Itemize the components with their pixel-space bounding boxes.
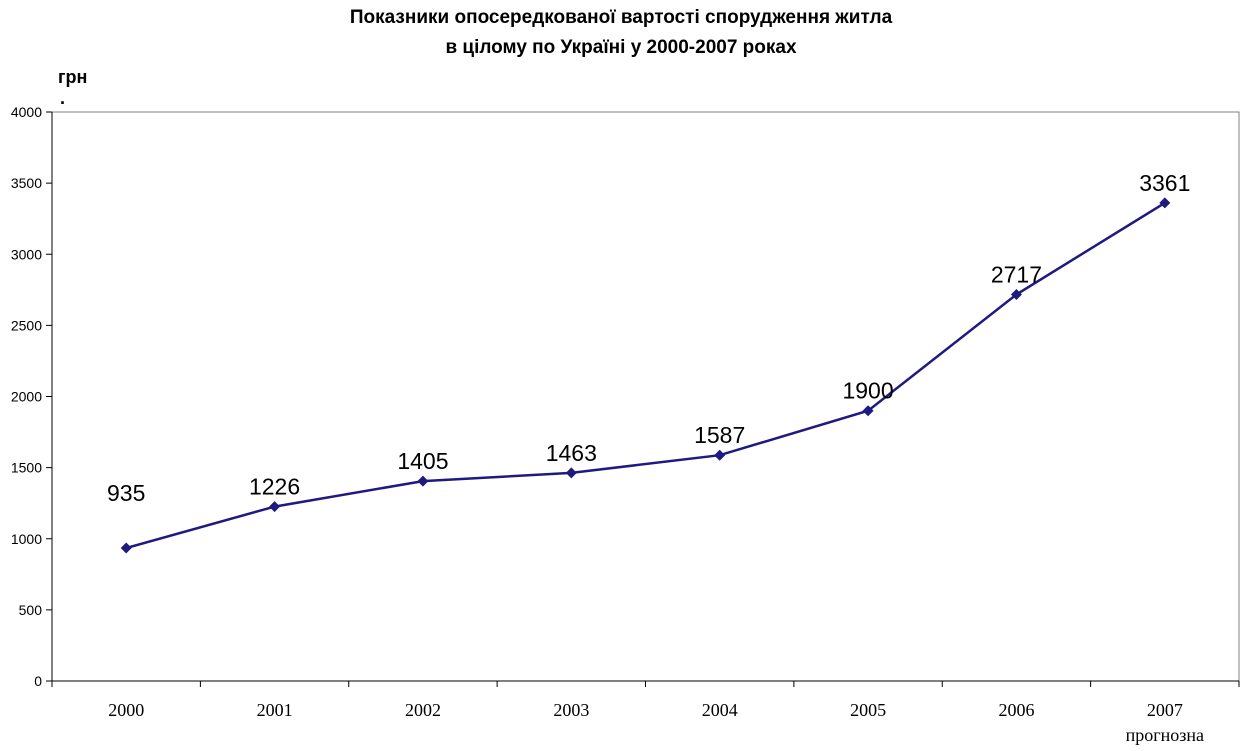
x-tick-label: 2005 xyxy=(850,700,886,720)
y-tick-label: 500 xyxy=(19,602,43,618)
x-tick-label: 2006 xyxy=(998,700,1034,720)
y-tick-label: 1000 xyxy=(11,531,42,547)
data-label: 1463 xyxy=(546,440,597,466)
plot-area xyxy=(51,111,1240,682)
data-point xyxy=(269,501,281,513)
y-tick-label: 2000 xyxy=(11,389,42,405)
data-label: 1405 xyxy=(397,448,448,474)
x-tick-label: 2003 xyxy=(553,700,589,720)
y-tick-label: 3500 xyxy=(11,175,42,191)
y-axis-unit-dot: . xyxy=(60,88,65,108)
x-axis: 2000 2001 2002 2003 2004 2005 2006 2007 прогнозн… xyxy=(51,680,1240,745)
y-axis-unit: грн xyxy=(58,67,87,87)
series-layer xyxy=(120,197,1171,554)
data-point xyxy=(1010,289,1022,301)
y-tick-label: 4000 xyxy=(11,104,42,120)
data-label: 1900 xyxy=(842,378,893,404)
x-tick-label: 2002 xyxy=(405,700,441,720)
data-label: 1226 xyxy=(249,474,300,500)
data-point xyxy=(120,542,132,554)
data-label: 2717 xyxy=(991,262,1042,288)
y-tick-label: 3000 xyxy=(11,246,42,262)
data-point xyxy=(565,467,577,479)
chart-title-line-1: Показники опосередкованої вартості спору… xyxy=(350,7,893,28)
x-tick-label: 2001 xyxy=(257,700,293,720)
data-point xyxy=(1159,197,1171,209)
data-point xyxy=(417,475,429,487)
x-tick-label: 2007 xyxy=(1147,700,1183,720)
data-label: 1587 xyxy=(694,422,745,448)
y-tick-label: 0 xyxy=(34,673,42,689)
x-tick-label: 2004 xyxy=(702,700,738,720)
data-label: 3361 xyxy=(1139,170,1190,196)
y-tick-label: 2500 xyxy=(11,317,42,333)
y-axis: 0 500 1000 1500 2000 2500 3000 3500 4000 xyxy=(11,104,53,689)
data-point xyxy=(714,449,726,461)
x-tick-label: 2000 xyxy=(108,700,144,720)
x-category-note: прогнозна xyxy=(1126,725,1204,745)
data-labels: 935 1226 1405 1463 1587 1900 2717 3361 xyxy=(107,170,1190,506)
data-point xyxy=(862,405,874,417)
chart-title-line-2: в цілому по Україні у 2000-2007 роках xyxy=(445,37,797,58)
data-label: 935 xyxy=(107,480,145,506)
series-line xyxy=(125,201,1166,550)
y-tick-label: 1500 xyxy=(11,460,42,476)
